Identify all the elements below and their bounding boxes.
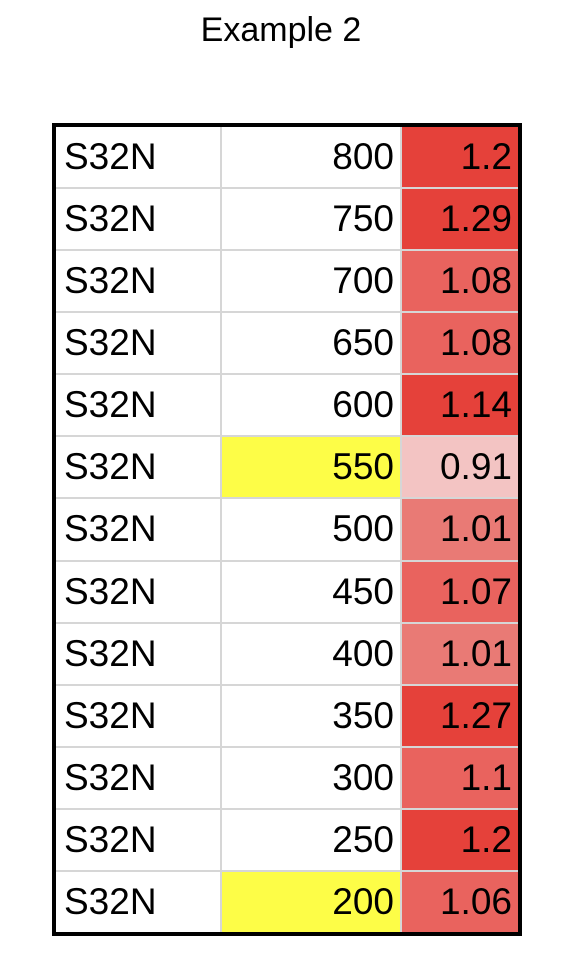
table-row: S32N 400 1.01 <box>56 622 518 686</box>
ratio-cell[interactable]: 1.27 <box>401 684 518 748</box>
value-cell[interactable]: 600 <box>221 374 402 438</box>
label-cell[interactable]: S32N <box>56 311 222 376</box>
label-cell[interactable]: S32N <box>56 684 222 748</box>
value-cell[interactable]: 700 <box>221 249 402 313</box>
table-row: S32N 550 0.91 <box>56 436 518 500</box>
label-cell[interactable]: S32N <box>56 622 222 686</box>
table-row: S32N 350 1.27 <box>56 684 518 748</box>
page-title: Example 2 <box>200 11 362 49</box>
table-row: S32N 450 1.07 <box>56 560 518 624</box>
label-cell[interactable]: S32N <box>56 436 222 500</box>
value-cell[interactable]: 550 <box>221 436 402 500</box>
table-row: S32N 700 1.08 <box>56 249 518 313</box>
table-row: S32N 650 1.08 <box>56 311 518 376</box>
table-row: S32N 750 1.29 <box>56 187 518 251</box>
ratio-cell[interactable]: 1.01 <box>401 498 518 562</box>
ratio-cell[interactable]: 1.08 <box>401 249 518 313</box>
table-row: S32N 800 1.2 <box>56 127 518 189</box>
ratio-cell[interactable]: 1.08 <box>401 311 518 376</box>
ratio-cell[interactable]: 1.01 <box>401 622 518 686</box>
label-cell[interactable]: S32N <box>56 187 222 251</box>
value-cell[interactable]: 750 <box>221 187 402 251</box>
ratio-cell[interactable]: 1.29 <box>401 187 518 251</box>
table-row: S32N 300 1.1 <box>56 746 518 811</box>
label-cell[interactable]: S32N <box>56 374 222 438</box>
ratio-cell[interactable]: 1.2 <box>401 809 518 873</box>
label-cell[interactable]: S32N <box>56 746 222 811</box>
table-row: S32N 600 1.14 <box>56 374 518 438</box>
label-cell[interactable]: S32N <box>56 871 222 932</box>
value-cell[interactable]: 350 <box>221 684 402 748</box>
ratio-cell[interactable]: 1.06 <box>401 871 518 932</box>
label-cell[interactable]: S32N <box>56 809 222 873</box>
ratio-cell[interactable]: 1.2 <box>401 127 518 189</box>
data-table: S32N 800 1.2 S32N 750 1.29 S32N 700 1.08 S32N 650 1… <box>52 123 522 936</box>
value-cell[interactable]: 300 <box>221 746 402 811</box>
value-cell[interactable]: 450 <box>221 560 402 624</box>
value-cell[interactable]: 800 <box>221 127 402 189</box>
table-row: S32N 500 1.01 <box>56 498 518 562</box>
ratio-cell[interactable]: 0.91 <box>401 436 518 500</box>
table-body: S32N 800 1.2 S32N 750 1.29 S32N 700 1.08 S32N 650 1… <box>56 127 518 932</box>
label-cell[interactable]: S32N <box>56 127 222 189</box>
ratio-cell[interactable]: 1.14 <box>401 374 518 438</box>
value-cell[interactable]: 250 <box>221 809 402 873</box>
label-cell[interactable]: S32N <box>56 560 222 624</box>
table-row: S32N 200 1.06 <box>56 871 518 932</box>
label-cell[interactable]: S32N <box>56 249 222 313</box>
ratio-cell[interactable]: 1.1 <box>401 746 518 811</box>
value-cell[interactable]: 200 <box>221 871 402 932</box>
ratio-cell[interactable]: 1.07 <box>401 560 518 624</box>
value-cell[interactable]: 400 <box>221 622 402 686</box>
table-row: S32N 250 1.2 <box>56 809 518 873</box>
value-cell[interactable]: 650 <box>221 311 402 376</box>
value-cell[interactable]: 500 <box>221 498 402 562</box>
label-cell[interactable]: S32N <box>56 498 222 562</box>
